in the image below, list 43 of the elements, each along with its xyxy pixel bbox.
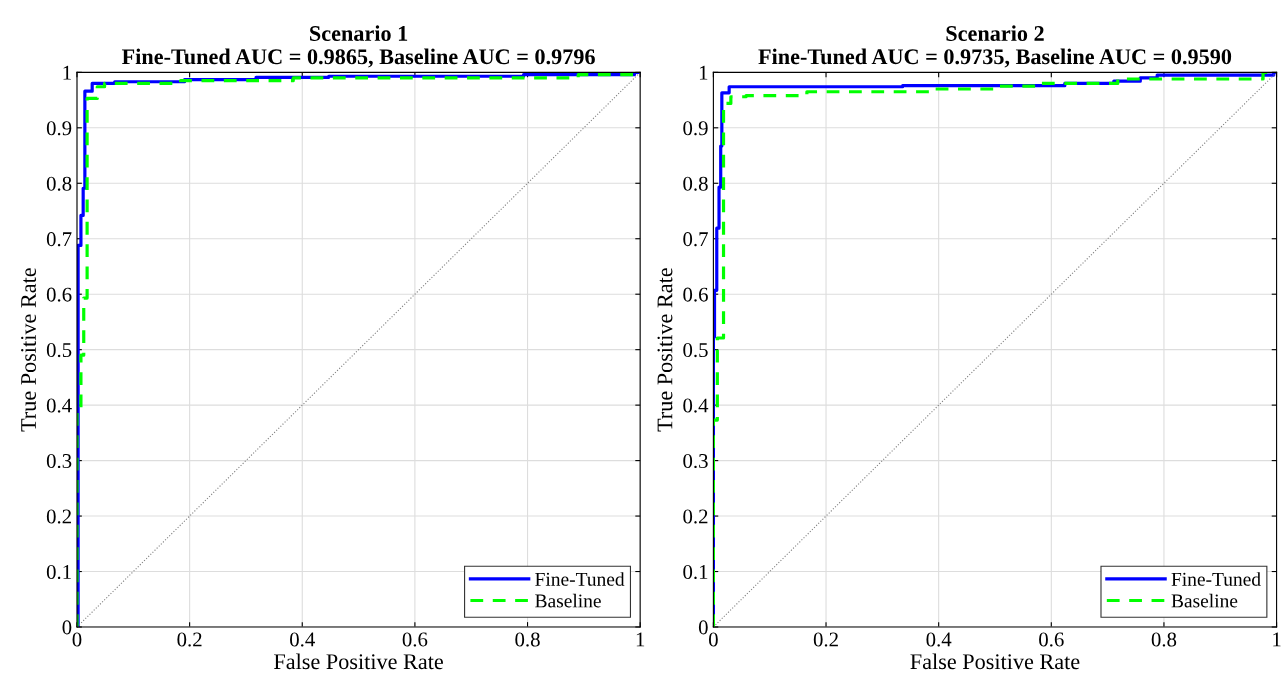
y-tick-label: 0.3 xyxy=(683,453,708,469)
y-tick-label: 0.1 xyxy=(46,564,71,580)
y-tick-label: 0.6 xyxy=(683,287,708,302)
y-tick-label: 0.7 xyxy=(683,232,708,247)
x-axis-title: False Positive Rate xyxy=(910,653,1080,670)
y-tick-label: 0.3 xyxy=(46,453,72,469)
y-tick-label: 0.1 xyxy=(683,564,708,580)
legend-label: Fine-Tuned xyxy=(535,572,625,586)
y-tick-label: 0.5 xyxy=(46,343,72,358)
y-tick-label: 0.5 xyxy=(683,343,708,358)
x-tick-label: 0.6 xyxy=(402,632,428,647)
x-tick-label: 1 xyxy=(636,632,645,647)
x-tick-label: 0.8 xyxy=(1151,632,1177,647)
chart-title: Scenario 2 Fine-Tuned AUC = 0.9735, Baseline AUC = 0.9590 xyxy=(758,25,1232,68)
legend-label: Baseline xyxy=(1171,593,1238,608)
legend-label: Baseline xyxy=(535,593,601,608)
y-tick-label: 0.9 xyxy=(683,121,708,136)
y-tick-label: 0.2 xyxy=(46,509,71,524)
y-tick-label: 1 xyxy=(63,65,71,80)
y-tick-label: 0 xyxy=(62,620,72,635)
y-axis-title: True Positive Rate xyxy=(657,268,673,432)
x-tick-label: 0.8 xyxy=(515,632,540,647)
y-tick-label: 0.9 xyxy=(46,121,72,136)
x-tick-label: 0.4 xyxy=(926,632,952,647)
y-tick-label: 0.2 xyxy=(683,509,708,524)
x-tick-label: 0 xyxy=(72,632,82,647)
x-tick-label: 0.6 xyxy=(1039,632,1064,647)
y-tick-label: 0.4 xyxy=(683,398,709,413)
chart-title: Scenario 1 Fine-Tuned AUC = 0.9865, Baseline AUC = 0.9796 xyxy=(121,25,595,68)
y-tick-label: 0.4 xyxy=(46,398,72,413)
y-tick-label: 0 xyxy=(698,620,708,635)
x-tick-label: 0.2 xyxy=(813,632,838,647)
legend-label: Fine-Tuned xyxy=(1171,572,1261,586)
y-tick-label: 0.6 xyxy=(46,287,72,302)
y-tick-label: 0.8 xyxy=(46,176,72,191)
x-tick-label: 1 xyxy=(1273,632,1281,647)
x-tick-label: 0.4 xyxy=(290,632,315,647)
x-axis-title: False Positive Rate xyxy=(274,653,443,670)
x-tick-label: 0.2 xyxy=(177,632,202,647)
y-tick-label: 0.7 xyxy=(46,232,72,247)
y-tick-label: 1 xyxy=(699,65,708,80)
y-axis-title: True Positive Rate xyxy=(21,268,37,432)
y-tick-label: 0.8 xyxy=(683,176,708,191)
